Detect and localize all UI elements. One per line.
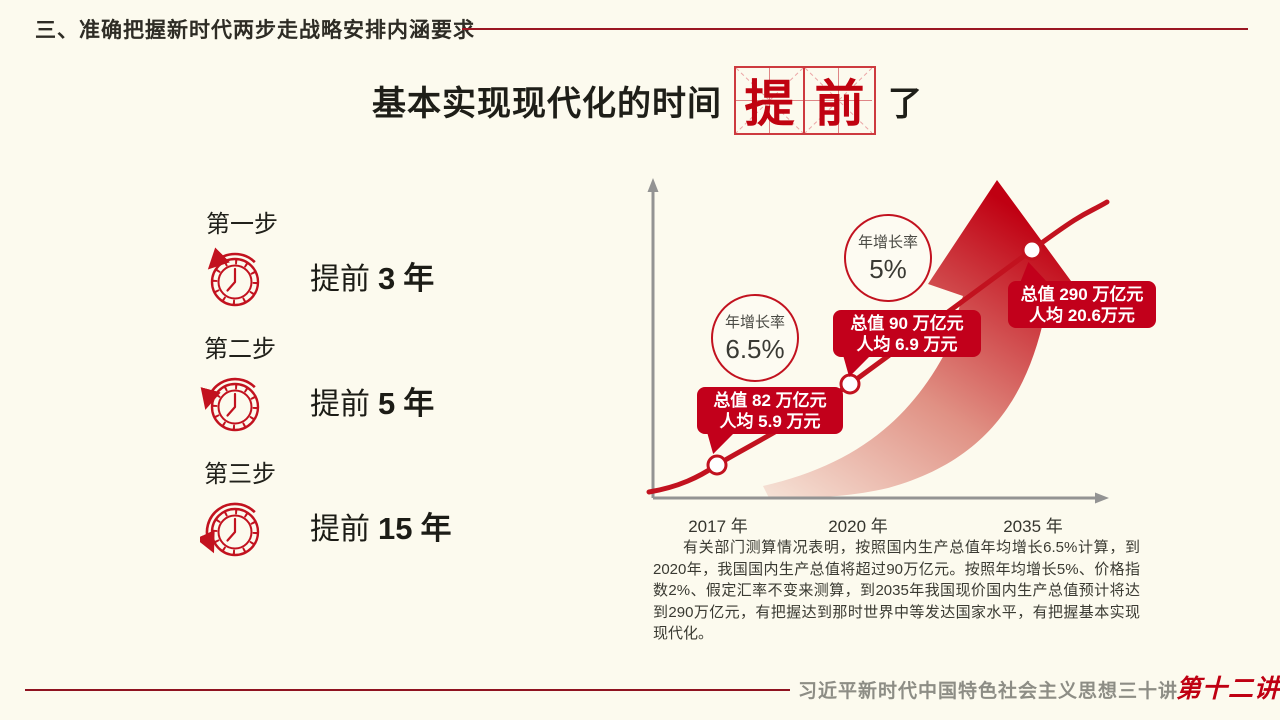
x-axis-label-2035: 2035 年 [1003,517,1063,536]
data-point-2020 [839,373,861,395]
callout-per-capita: 人均 20.6万元 [1029,306,1135,325]
calligraphy-grid: 提 前 [734,65,876,135]
step-value: 3 [378,260,396,296]
step-item-3: 第三步 提前 15 年 [180,454,560,561]
step-label: 第三步 [204,461,276,488]
growth-rate-value: 5% [869,254,907,284]
step-text: 提前 15 年 [310,503,451,548]
callout-2035: 总值 290 万亿元 人均 20.6万元 [1008,262,1156,328]
callout-total: 总值 82 万亿元 [713,391,827,410]
step-unit: 年 [420,510,452,546]
step-unit: 年 [403,260,435,296]
grid-lines-icon [805,67,872,133]
step-label: 第一步 [206,211,278,238]
callout-2017: 总值 82 万亿元 人均 5.9 万元 [697,387,843,454]
growth-rate-label: 年增长率 [857,234,918,251]
growth-arrow-swoosh [763,180,1082,499]
highlight-char: 前 [814,76,865,132]
x-axis-label-2020: 2020 年 [828,517,888,536]
footer-divider-line [25,689,790,691]
clock-rewind-icon [200,377,260,432]
growth-rate-value: 6.5% [725,334,785,364]
growth-rate-label: 年增长率 [724,314,785,331]
step-value: 5 [378,385,396,421]
x-axis-label-2017: 2017 年 [688,517,748,536]
step-prefix: 提前 [310,512,370,546]
step-prefix: 提前 [310,262,370,296]
header-divider-line [462,28,1248,30]
section-title: 三、准确把握新时代两步走战略安排内涵要求 [35,19,475,42]
chart-plot-icon [646,178,1110,504]
growth-rate-circle-5: 年增长率 5% [844,214,932,302]
step-unit: 年 [403,385,435,421]
page-title: 基本实现现代化的时间 提 前 了 [372,64,923,136]
clock-rewind-icon [200,502,260,557]
grid-cell: 前 [805,65,876,135]
footer-lecture-badge: 第十二讲 [1176,676,1280,703]
step-value: 15 [378,510,413,546]
step-label: 第二步 [204,336,276,363]
step-prefix: 提前 [310,387,370,421]
step-text: 提前 3 年 [310,253,434,298]
step-item-2: 第二步 提前 5 年 [180,329,560,436]
gdp-growth-chart: 年增长率 6.5% 年增长率 5% 总值 82 万亿元 人均 5.9 万元 总值… [645,168,1160,540]
grid-lines-icon [736,67,803,133]
data-point-2035 [1021,239,1043,261]
title-suffix: 了 [888,84,923,123]
callout-2020: 总值 90 万亿元 人均 6.9 万元 [833,310,981,377]
footer-series-title: 习近平新时代中国特色社会主义思想三十讲 [798,681,1179,702]
data-point-2017 [706,454,728,476]
title-prefix: 基本实现现代化的时间 [372,84,722,123]
clock-rewind-icon [207,247,260,307]
callout-total: 总值 290 万亿元 [1020,285,1144,304]
callout-per-capita: 人均 6.9 万元 [856,335,958,354]
callout-per-capita: 人均 5.9 万元 [719,412,821,431]
growth-rate-circle-6-5: 年增长率 6.5% [711,294,799,382]
explanatory-note: 有关部门测算情况表明，按照国内生产总值年均增长6.5%计算，到2020年，我国国… [653,539,1140,642]
highlight-char: 提 [744,76,795,132]
step-text: 提前 5 年 [310,378,434,423]
grid-cell: 提 [734,65,805,135]
callout-total: 总值 90 万亿元 [850,314,964,333]
step-item-1: 第一步 提前 3 年 [180,204,560,311]
